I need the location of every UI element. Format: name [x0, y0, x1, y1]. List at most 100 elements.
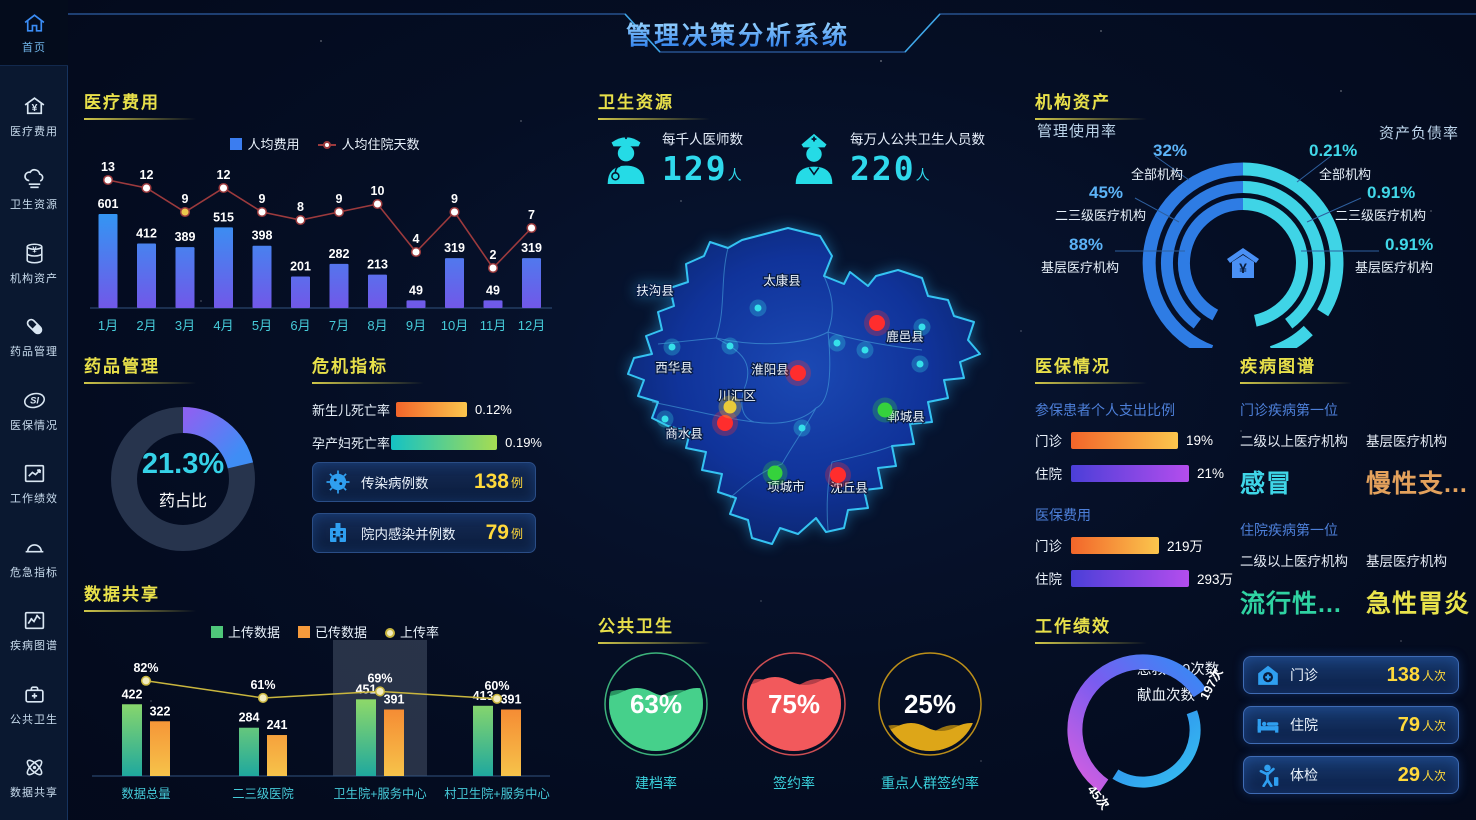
svg-text:9月: 9月 [406, 318, 426, 333]
bar-1月[interactable] [98, 213, 118, 308]
sidebar-item-health-resource[interactable]: 卫生资源 [0, 157, 68, 221]
bar-9月[interactable] [406, 300, 426, 308]
map-region-label-西华县[interactable]: 西华县 [654, 359, 694, 377]
rate-point[interactable] [374, 686, 386, 697]
map-marker-cyan[interactable] [861, 346, 869, 354]
bar-5月[interactable] [252, 245, 272, 308]
map-region-label-扶沟县[interactable]: 扶沟县 [635, 282, 675, 300]
line-point[interactable] [449, 206, 460, 218]
row-bar[interactable] [1071, 464, 1189, 482]
uploaded-bar[interactable] [501, 709, 521, 776]
line-point[interactable] [372, 198, 383, 210]
rate-bar[interactable] [391, 435, 498, 450]
bar-3月[interactable] [175, 247, 195, 308]
line-point[interactable] [256, 206, 268, 218]
bar-2月[interactable] [137, 243, 156, 308]
map-region-label-项城市[interactable]: 项城市 [766, 478, 806, 496]
hospital-infection-card[interactable]: 院内感染并例数 79 例 [312, 513, 536, 553]
legend-item-upload[interactable]: 上传数据 [210, 622, 280, 641]
sidebar-item-medical-cost[interactable]: ¥ 医疗费用 [0, 84, 68, 148]
bar-11月[interactable] [483, 300, 503, 308]
outpatient-card[interactable]: 门诊 138 人次 [1243, 656, 1459, 694]
map-region-label-郸城县[interactable]: 郸城县 [886, 409, 926, 426]
map-region-label-太康县[interactable]: 太康县 [762, 272, 802, 290]
checkup-card[interactable]: 体检 29 人次 [1243, 756, 1459, 794]
map-region-label-商水县[interactable]: 商水县 [664, 425, 704, 443]
upload-bar[interactable] [356, 699, 376, 776]
uploaded-bar[interactable] [150, 721, 170, 776]
bar-7月[interactable] [329, 263, 349, 308]
line-point[interactable] [333, 206, 345, 218]
map-marker-red[interactable] [717, 415, 733, 431]
line-point[interactable] [141, 182, 152, 194]
row-bar[interactable] [1071, 569, 1189, 587]
bar-4月[interactable] [214, 227, 233, 308]
map-marker-cyan[interactable] [754, 304, 762, 312]
line-point[interactable] [102, 174, 114, 186]
sidebar-item-performance[interactable]: 工作绩效 [0, 451, 68, 515]
rate-point[interactable] [140, 675, 152, 686]
map-marker-red[interactable] [830, 467, 846, 483]
uploaded-bar[interactable] [384, 709, 404, 776]
legend-item-rate[interactable]: 上传率 [385, 622, 439, 641]
sidebar-item-drug-manage[interactable]: 药品管理 [0, 304, 68, 368]
map-marker-cyan[interactable] [726, 342, 734, 350]
sidebar-item-disease-map[interactable]: 疾病图谱 [0, 598, 68, 662]
map-marker-yellow[interactable] [723, 400, 737, 414]
asset-rings-chart[interactable] [1035, 106, 1461, 348]
sidebar-item-insurance[interactable]: SI 医保情况 [0, 378, 68, 442]
map-marker-cyan[interactable] [918, 323, 926, 331]
sidebar-item-public-health[interactable]: 公共卫生 [0, 672, 68, 736]
map-marker-red[interactable] [790, 365, 806, 381]
line-point[interactable] [179, 206, 191, 218]
rate-point[interactable] [491, 693, 503, 704]
liquid-gauge-建档率[interactable]: 63% 建档率 [598, 648, 714, 793]
bar-12月[interactable] [522, 258, 541, 308]
line-point[interactable] [295, 214, 306, 226]
drug-ratio-donut[interactable] [98, 394, 268, 564]
sidebar-item-org-asset[interactable]: ¥ 机构资产 [0, 231, 68, 295]
bar-8月[interactable] [368, 274, 387, 308]
rate-bar[interactable] [396, 402, 467, 417]
map-region-label-沈丘县[interactable]: 沈丘县 [829, 479, 869, 497]
legend-item-uploaded[interactable]: 已传数据 [297, 622, 367, 641]
row-bar[interactable] [1071, 431, 1178, 449]
medical-expense-chart[interactable]: 6011月4122月3893月5154月3985月2016月2827月2138月… [86, 154, 556, 344]
upload-bar[interactable] [122, 704, 142, 776]
legend-item-line[interactable]: 人均住院天数 [317, 134, 420, 153]
line-point[interactable] [487, 262, 499, 274]
sidebar-item-data-share[interactable]: 数据共享 [0, 745, 68, 809]
map-region-label-淮阳县[interactable]: 淮阳县 [750, 362, 790, 379]
map-marker-cyan[interactable] [661, 415, 669, 423]
upload-bar[interactable] [473, 705, 493, 776]
bar-6月[interactable] [291, 276, 310, 308]
row-bar[interactable] [1071, 536, 1159, 554]
map-marker-cyan[interactable] [668, 343, 676, 351]
line-point[interactable] [218, 182, 229, 194]
inpatient-card[interactable]: 住院 79 人次 [1243, 706, 1459, 744]
uploaded-bar[interactable] [267, 735, 287, 776]
sidebar-item-home[interactable]: 首页 [0, 0, 68, 66]
line-point[interactable] [526, 222, 537, 234]
sidebar-item-critical-indicator[interactable]: 危急指标 [0, 525, 68, 589]
map-marker-red[interactable] [869, 315, 885, 331]
map-region-label-川汇区[interactable]: 川汇区 [717, 388, 757, 405]
infectious-cases-card[interactable]: 传染病例数 138 例 [312, 462, 536, 502]
line-point[interactable] [410, 246, 422, 258]
bar-10月[interactable] [445, 258, 464, 308]
map-region-label-鹿邑县[interactable]: 鹿邑县 [885, 328, 925, 346]
upload-bar[interactable] [239, 727, 259, 776]
map-marker-cyan[interactable] [798, 424, 806, 432]
map-marker-cyan[interactable] [833, 339, 841, 347]
map-marker-cyan[interactable] [916, 360, 924, 368]
liquid-gauge-签约率[interactable]: 75% 签约率 [736, 648, 852, 793]
legend-item-bar[interactable]: 人均费用 [230, 134, 300, 153]
map-marker-green[interactable] [877, 402, 893, 418]
disease-name: 感冒 [1240, 470, 1293, 498]
map-marker-green[interactable] [767, 465, 783, 481]
rate-point[interactable] [257, 692, 269, 704]
liquid-gauge-重点人群签约率[interactable]: 25% 重点人群签约率 [872, 648, 988, 793]
